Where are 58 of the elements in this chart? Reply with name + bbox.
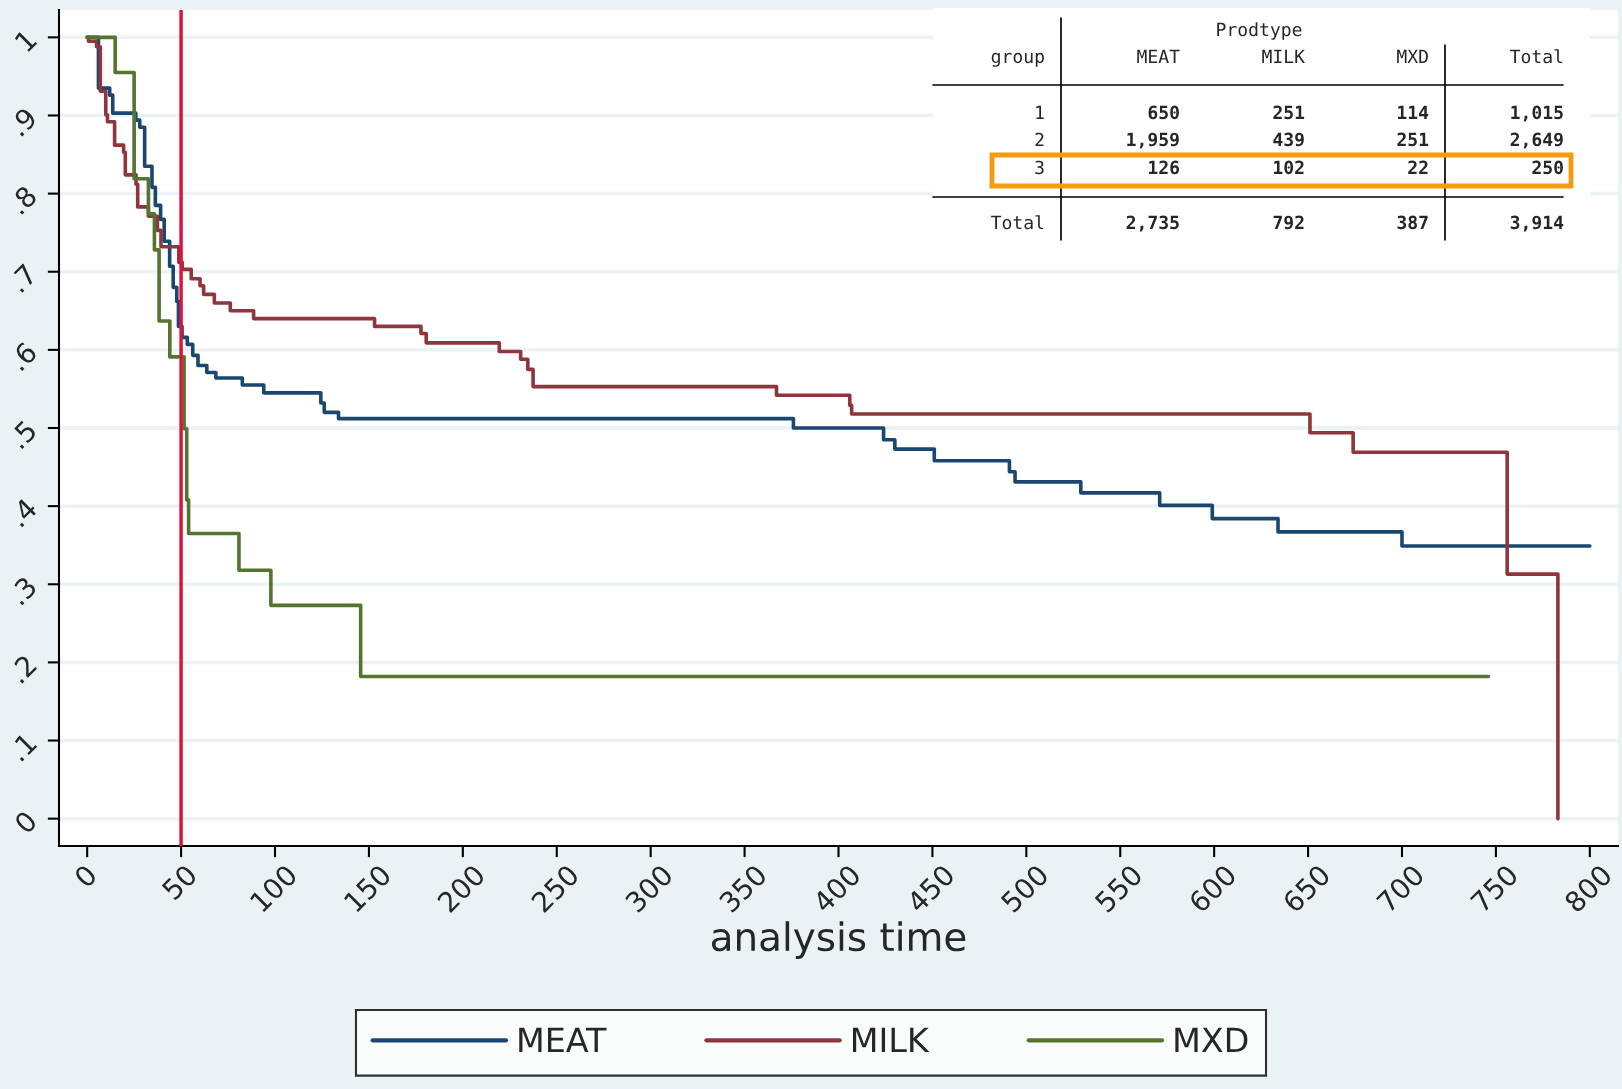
y-tick-label: .3 (7, 575, 38, 606)
y-tick-label: .7 (7, 263, 38, 293)
annotation: 792 (1273, 215, 1304, 230)
x-tick-label: 550 (1093, 863, 1144, 914)
annotation: 1,959 (1127, 132, 1179, 149)
x-tick-label: 450 (905, 863, 956, 914)
annotation: 2,649 (1510, 132, 1563, 149)
y-tick-label: .2 (7, 654, 37, 684)
x-tick-label: 200 (436, 863, 486, 914)
y-tick-label: .9 (7, 106, 38, 137)
annotation: Total (991, 215, 1044, 230)
annotation: 22 (1408, 160, 1428, 174)
annotation: group (991, 52, 1044, 67)
x-tick-label: 150 (343, 863, 393, 913)
x-tick-label: 600 (1187, 863, 1238, 914)
y-tick-label: .6 (7, 340, 38, 372)
annotation: 126 (1149, 160, 1180, 175)
x-tick-label: 400 (811, 863, 862, 914)
annotation: 1,015 (1511, 105, 1563, 122)
annotation: Prodtype (1217, 22, 1302, 40)
x-tick-label: 500 (999, 863, 1050, 914)
annotation: 250 (1532, 160, 1563, 175)
x-tick-label: 250 (530, 863, 580, 914)
x-tick-label: 350 (718, 863, 768, 914)
y-tick-label: .1 (7, 732, 38, 762)
x-axis-title: analysis time (712, 921, 966, 959)
annotation: MILK (1262, 49, 1305, 64)
annotation: Total (1510, 49, 1563, 64)
y-tick-label: .4 (7, 497, 38, 528)
annotation: 650 (1148, 105, 1179, 120)
y-tick-label: 1 (14, 29, 38, 53)
y-tick-label: .5 (7, 419, 38, 450)
y-tick-label: .8 (7, 184, 38, 215)
annotation: MXD (1397, 49, 1428, 64)
x-tick-label: 100 (249, 863, 299, 913)
x-tick-label: 0 (73, 863, 98, 889)
annotation: 3,914 (1510, 215, 1564, 232)
annotation: 3 (1035, 160, 1044, 175)
x-tick-label: 800 (1563, 863, 1613, 914)
annotation: 2,735 (1126, 215, 1179, 232)
legend-label: MILK (852, 1027, 930, 1052)
annotation: MEAT (1137, 49, 1180, 64)
y-tick-label: 0 (13, 809, 38, 835)
x-tick-label: 50 (160, 863, 198, 901)
x-tick-label: 700 (1375, 863, 1426, 914)
annotation: 251 (1397, 132, 1429, 147)
annotation: 387 (1397, 215, 1428, 230)
annotation: 2 (1035, 132, 1044, 147)
legend-label: MEAT (519, 1027, 607, 1052)
legend-label: MXD (1175, 1027, 1248, 1052)
x-tick-label: 650 (1281, 863, 1332, 914)
x-tick-label: 750 (1469, 863, 1520, 914)
annotation: 439 (1273, 132, 1304, 147)
x-tick-label: 300 (624, 863, 674, 914)
annotation: 114 (1398, 105, 1429, 119)
annotation: 1 (1036, 105, 1044, 120)
annotation: 102 (1274, 160, 1304, 175)
annotation: 251 (1273, 105, 1305, 120)
